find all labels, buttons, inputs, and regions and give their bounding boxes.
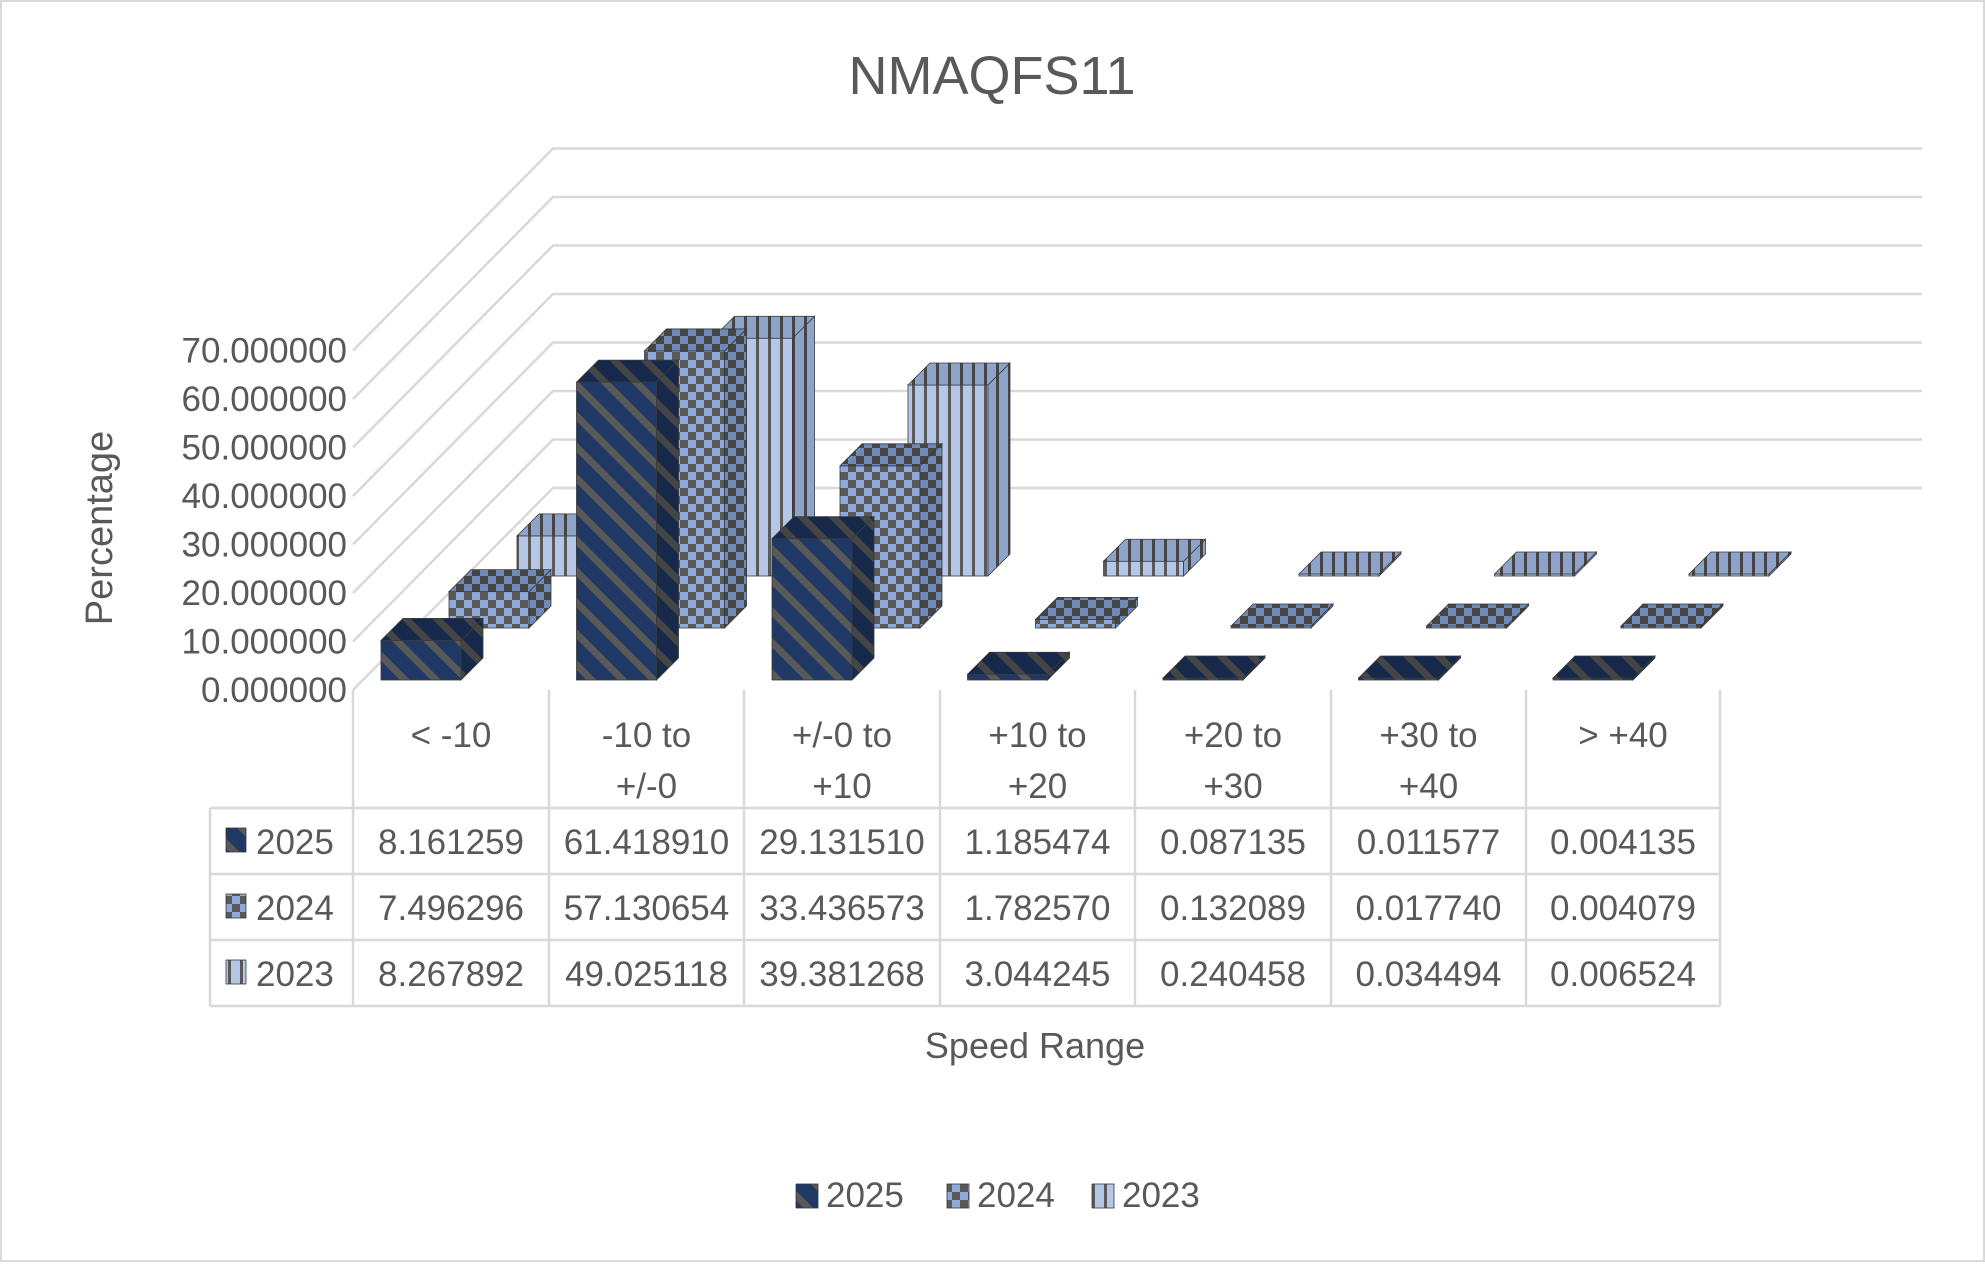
legend-label: 2023 — [1122, 1176, 1200, 1215]
table-cell-value: 0.087135 — [1160, 823, 1306, 862]
category-label: +20 — [1008, 767, 1067, 806]
bar-2023-6 — [1688, 551, 1792, 577]
category-label: +40 — [1399, 767, 1458, 806]
table-cell-value: 0.034494 — [1356, 955, 1502, 994]
chart-title: NMAQFS11 — [848, 46, 1135, 106]
bar-2025-6 — [1552, 655, 1656, 681]
bar-2023-5 — [1493, 551, 1598, 577]
table-cell-value: 8.161259 — [378, 823, 524, 862]
gridline — [352, 292, 1922, 497]
table-cell-value: 1.782570 — [965, 889, 1111, 928]
table-cell-value: 39.381268 — [759, 955, 924, 994]
y-tick-label: 40.000000 — [182, 477, 347, 516]
category-label: -10 to — [602, 716, 692, 755]
y-tick-label: 70.000000 — [182, 332, 347, 371]
table-cell-value: 0.017740 — [1356, 889, 1502, 928]
category-label: +10 to — [988, 716, 1086, 755]
gridline — [352, 438, 1922, 643]
y-tick-label: 10.000000 — [182, 623, 347, 662]
table-cell-value: 0.004079 — [1550, 889, 1696, 928]
table-cell-value: 49.025118 — [565, 955, 728, 994]
gridline — [352, 389, 1922, 594]
category-label: +30 — [1203, 767, 1262, 806]
category-label: +/-0 to — [792, 716, 892, 755]
category-label: > +40 — [1578, 716, 1668, 755]
table-series-name: 2023 — [256, 955, 334, 994]
table-cell-value: 8.267892 — [378, 955, 524, 994]
table-series-name: 2024 — [256, 889, 334, 928]
y-tick-label: 20.000000 — [182, 574, 347, 613]
y-tick-label: 60.000000 — [182, 380, 347, 419]
table-cell-value: 57.130654 — [564, 889, 729, 928]
category-label: +10 — [812, 767, 871, 806]
bar-2024-4 — [1230, 603, 1334, 629]
gridline — [352, 341, 1922, 546]
table-legend-key-2025 — [225, 827, 247, 853]
table-legend-key-2024 — [225, 893, 247, 919]
legend-item-2024: 2024 — [946, 1176, 1055, 1215]
table-cell-value: 3.044245 — [965, 955, 1111, 994]
x-axis-label: Speed Range — [925, 1025, 1145, 1066]
legend-item-2023: 2023 — [1091, 1176, 1200, 1215]
table-cell-value: 0.004135 — [1550, 823, 1696, 862]
legend-label: 2024 — [977, 1176, 1055, 1215]
bar-2023-4 — [1298, 551, 1402, 577]
data-table: < -10 -10 to +/-0 +/-0 to +10 +10 to +20 +20 to… — [208, 690, 1722, 1008]
table-cell-value: 7.496296 — [378, 889, 524, 928]
table-cell-value: 0.006524 — [1550, 955, 1696, 994]
table-cell-value: 0.132089 — [1160, 889, 1306, 928]
bar-2024-3 — [1034, 596, 1139, 629]
category-label: +20 to — [1184, 716, 1282, 755]
table-cell-value: 0.011577 — [1357, 823, 1500, 862]
category-label: +/-0 — [616, 767, 677, 806]
legend: 2025 2024 2023 — [795, 1176, 1200, 1215]
gridline — [352, 195, 1922, 400]
bar-2025-3 — [966, 651, 1071, 681]
table-cell-value: 0.240458 — [1160, 955, 1306, 994]
table-legend-key-2023 — [225, 959, 247, 985]
bar-2024-6 — [1620, 603, 1724, 629]
bar-2025-1 — [575, 359, 680, 681]
y-tick-label: 30.000000 — [182, 526, 347, 565]
y-axis-label: Percentage — [79, 431, 121, 625]
gridline — [352, 147, 1922, 352]
bar-2023-3 — [1102, 538, 1207, 577]
y-tick-labels: 0.000000 10.000000 20.000000 30.000000 40.00… — [182, 332, 347, 711]
category-label: +30 to — [1379, 716, 1477, 755]
gridline — [352, 244, 1922, 449]
table-cell-value: 1.185474 — [965, 823, 1111, 862]
bar-2025-5 — [1357, 655, 1462, 681]
bar-2025-0 — [380, 617, 484, 681]
category-label: < -10 — [411, 716, 492, 755]
y-tick-label: 50.000000 — [182, 429, 347, 468]
table-cell-value: 29.131510 — [759, 823, 924, 862]
bar-2025-2 — [771, 515, 875, 681]
table-cell-value: 33.436573 — [759, 889, 924, 928]
bar-2025-4 — [1162, 655, 1266, 681]
legend-item-2025: 2025 — [795, 1176, 904, 1215]
legend-label: 2025 — [826, 1176, 904, 1215]
bar-2024-5 — [1425, 603, 1530, 629]
table-series-name: 2025 — [256, 823, 334, 862]
bars-layer — [380, 315, 1792, 681]
y-tick-label: 0.000000 — [201, 671, 347, 710]
table-cell-value: 61.418910 — [564, 823, 729, 862]
